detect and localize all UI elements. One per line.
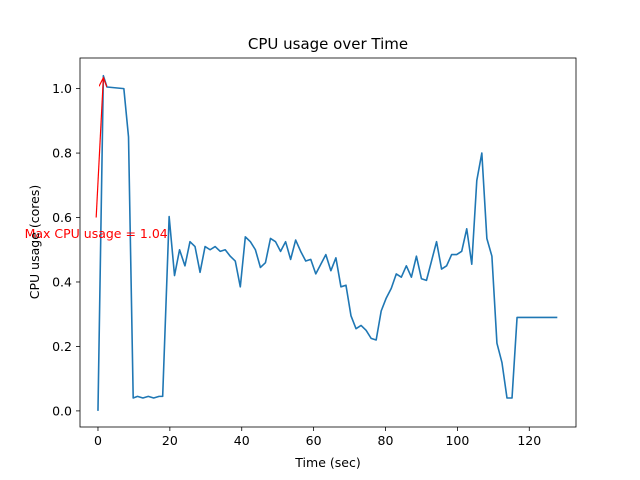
axes-frame [79,57,577,428]
y-tick-label: 0.0 [52,403,72,418]
x-tick-label: 60 [306,433,322,448]
x-tick-label: 0 [94,433,102,448]
x-axis-label: Time (sec) [294,455,360,470]
x-tick-label: 40 [234,433,250,448]
y-tick-label: 0.2 [52,339,72,354]
y-tick-label: 1.0 [52,81,72,96]
y-tick-label: 0.8 [52,146,72,161]
x-tick-label: 120 [517,433,541,448]
plot-area: 0 20 40 60 80 100 120 0.0 0.2 0.4 0.6 0.8 1.0 Max CPU… [25,57,577,448]
chart-title: CPU usage over Time [248,35,408,53]
max-annotation-arrow [95,78,103,218]
x-tick-label: 80 [378,433,394,448]
cpu-usage-series-line [97,74,558,411]
x-tick-label: 100 [445,433,469,448]
x-tick-label: 20 [162,433,178,448]
y-tick-label: 0.4 [52,274,72,289]
max-annotation-label: Max CPU usage = 1.04 [25,226,168,241]
y-tick-label: 0.6 [52,210,72,225]
y-axis-label: CPU usage (cores) [27,185,42,299]
